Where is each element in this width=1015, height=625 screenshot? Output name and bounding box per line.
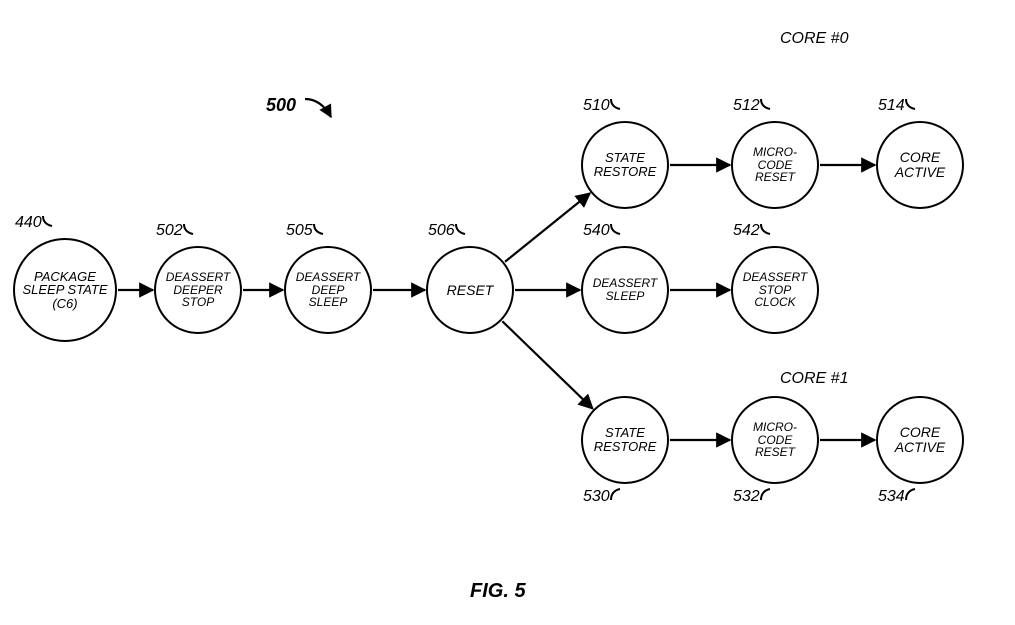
figure-5-diagram: 500 FIG. 5 CORE #0 CORE #1 PACKAGE SLEEP S… bbox=[0, 0, 1015, 625]
node-n530: STATE RESTORE bbox=[581, 396, 669, 484]
node-n506: RESET bbox=[426, 246, 514, 334]
node-n510: STATE RESTORE bbox=[581, 121, 669, 209]
figure-caption: FIG. 5 bbox=[470, 580, 526, 603]
figure-reference-500: 500 bbox=[266, 95, 343, 125]
edge-n506-n530 bbox=[502, 321, 592, 408]
node-n542: DEASSERT STOP CLOCK bbox=[731, 246, 819, 334]
node-label-n534: 534 bbox=[878, 488, 917, 506]
section-label-core1: CORE #1 bbox=[780, 370, 848, 388]
edge-n506-n510 bbox=[505, 193, 590, 262]
node-label-n440: 440 bbox=[15, 214, 54, 232]
node-label-n512: 512 bbox=[733, 97, 772, 115]
node-n514: CORE ACTIVE bbox=[876, 121, 964, 209]
node-n505: DEASSERT DEEP SLEEP bbox=[284, 246, 372, 334]
node-n532: MICRO- CODE RESET bbox=[731, 396, 819, 484]
node-label-n530: 530 bbox=[583, 488, 622, 506]
node-label-n510: 510 bbox=[583, 97, 622, 115]
node-n534: CORE ACTIVE bbox=[876, 396, 964, 484]
node-label-n506: 506 bbox=[428, 222, 467, 240]
section-label-core0: CORE #0 bbox=[780, 30, 848, 48]
node-label-n514: 514 bbox=[878, 97, 917, 115]
node-label-n540: 540 bbox=[583, 222, 622, 240]
node-label-n502: 502 bbox=[156, 222, 195, 240]
node-n440: PACKAGE SLEEP STATE (C6) bbox=[13, 238, 117, 342]
node-label-n532: 532 bbox=[733, 488, 772, 506]
node-label-n505: 505 bbox=[286, 222, 325, 240]
node-label-n542: 542 bbox=[733, 222, 772, 240]
node-n502: DEASSERT DEEPER STOP bbox=[154, 246, 242, 334]
node-n540: DEASSERT SLEEP bbox=[581, 246, 669, 334]
node-n512: MICRO- CODE RESET bbox=[731, 121, 819, 209]
